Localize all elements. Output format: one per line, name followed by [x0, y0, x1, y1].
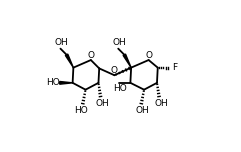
Text: HO: HO — [74, 106, 87, 116]
Text: OH: OH — [154, 99, 168, 108]
Text: O: O — [111, 66, 118, 75]
Text: O: O — [88, 51, 95, 60]
Text: OH: OH — [112, 38, 126, 47]
Text: OH: OH — [96, 99, 109, 108]
Polygon shape — [123, 54, 131, 68]
Text: HO: HO — [47, 78, 60, 87]
Text: OH: OH — [54, 38, 68, 47]
Text: OH: OH — [136, 106, 150, 116]
Text: O: O — [146, 51, 153, 60]
Text: F: F — [172, 63, 177, 72]
Text: HO: HO — [113, 84, 127, 93]
Polygon shape — [60, 81, 73, 84]
Polygon shape — [65, 54, 73, 68]
